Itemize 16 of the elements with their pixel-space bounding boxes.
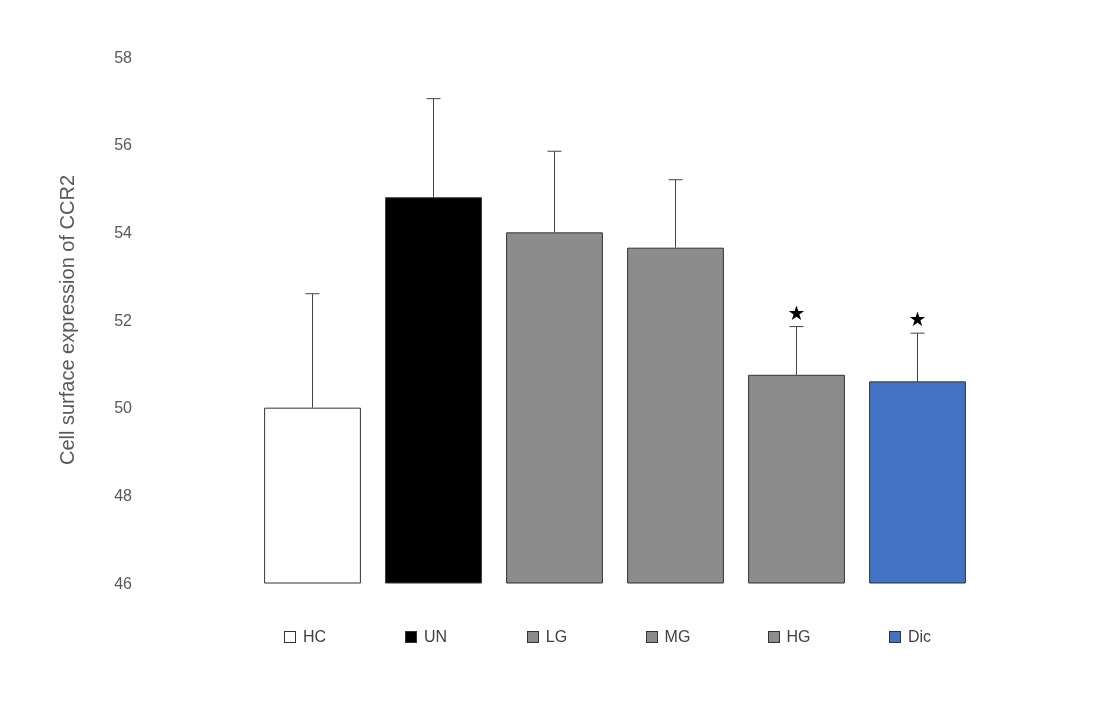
- x-tick-label: LG: [545, 627, 568, 645]
- y-tick-label: 50: [114, 399, 133, 417]
- y-tick-label: 52: [114, 311, 133, 329]
- y-tick-label: 56: [114, 136, 133, 154]
- annotation: ★: [787, 300, 806, 325]
- x-tick-label: HC: [302, 627, 327, 645]
- x-tick-label: MG: [664, 627, 691, 645]
- annotation: ★: [908, 307, 927, 332]
- y-tick-label: 54: [114, 223, 133, 241]
- y-tick-label: 48: [114, 486, 133, 504]
- y-axis-title: Cell surface expression of CCR2: [56, 174, 78, 466]
- y-tick-label: 58: [114, 48, 133, 66]
- x-tick-label: Dic: [907, 627, 932, 645]
- x-tick-label: UN: [423, 627, 448, 645]
- y-tick-label: 46: [114, 574, 133, 592]
- x-tick-label: HG: [786, 627, 811, 645]
